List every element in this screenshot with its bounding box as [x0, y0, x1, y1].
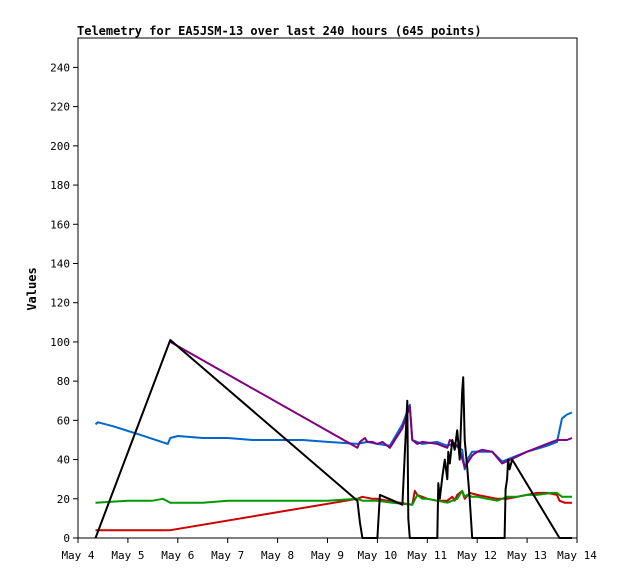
y-tick-label: 60 — [57, 414, 70, 427]
y-tick-label: 20 — [57, 493, 70, 506]
x-tick-label: May 12 — [457, 549, 497, 562]
chart-title: Telemetry for EA5JSM-13 over last 240 ho… — [77, 24, 482, 38]
y-tick-label: 220 — [50, 101, 70, 114]
x-tick-label: May 8 — [261, 549, 294, 562]
y-tick-label: 200 — [50, 140, 70, 153]
x-tick-label: May 11 — [407, 549, 447, 562]
x-tick-label: May 13 — [507, 549, 547, 562]
y-axis-label: Values — [25, 267, 39, 310]
y-axis: 0 20 40 60 80 100 120 140 160 180 200 220 240 — [50, 61, 78, 545]
series-line-5 — [94, 339, 572, 539]
x-tick-label: May 7 — [211, 549, 244, 562]
y-tick-label: 80 — [57, 375, 70, 388]
series-line-4 — [95, 489, 572, 506]
x-axis: May 4 May 5 May 6 May 7 May 8 May 9 May 10 May … — [61, 538, 597, 562]
x-tick-label: May 10 — [358, 549, 398, 562]
x-tick-label: May 4 — [61, 549, 94, 562]
y-tick-label: 120 — [50, 297, 70, 310]
x-tick-label: May 14 — [557, 549, 597, 562]
x-tick-label: May 5 — [111, 549, 144, 562]
y-tick-label: 0 — [63, 532, 70, 545]
x-tick-label: May 6 — [161, 549, 194, 562]
y-tick-label: 240 — [50, 61, 70, 74]
y-tick-label: 40 — [57, 454, 70, 467]
y-tick-label: 160 — [50, 218, 70, 231]
y-tick-label: 100 — [50, 336, 70, 349]
series-layer — [94, 339, 573, 539]
series-line-2 — [169, 341, 573, 469]
x-tick-label: May 9 — [311, 549, 344, 562]
y-tick-label: 140 — [50, 257, 70, 270]
y-tick-label: 180 — [50, 179, 70, 192]
